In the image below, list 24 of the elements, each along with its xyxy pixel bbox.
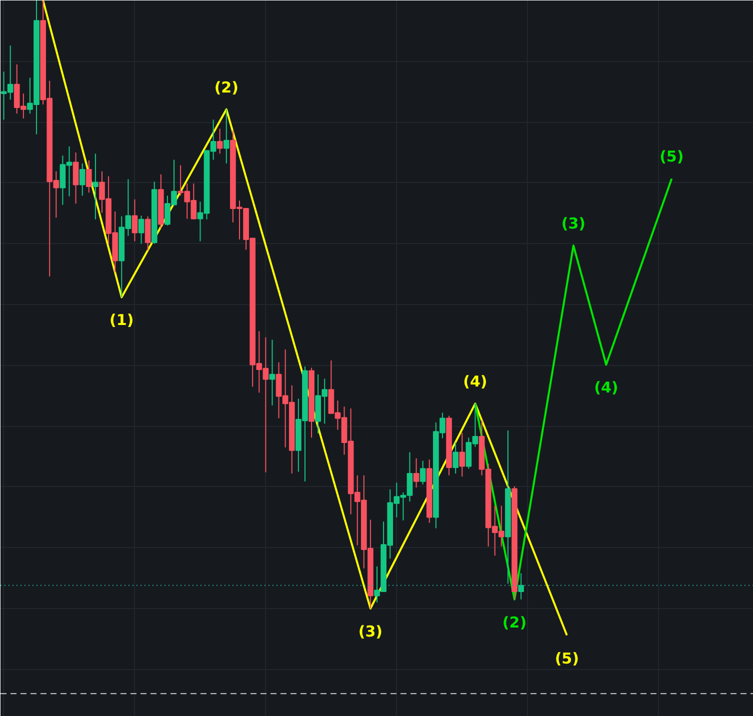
annotation: (3) xyxy=(561,214,586,233)
annotation: (2) xyxy=(502,613,527,632)
annotation: (2) xyxy=(214,78,238,96)
annotation: (3) xyxy=(358,622,383,641)
annotation: (1) xyxy=(110,311,134,330)
candlestick xyxy=(144,216,151,251)
annotation: (5) xyxy=(554,649,579,668)
candlestick xyxy=(518,572,524,600)
candlestick xyxy=(420,460,426,485)
annotation: (4) xyxy=(463,372,488,391)
candlestick xyxy=(138,215,144,244)
candlestick xyxy=(223,108,230,164)
candlestick xyxy=(86,160,92,194)
candlestick xyxy=(92,153,98,220)
candlestick xyxy=(269,339,276,406)
annotation: (5) xyxy=(660,148,684,166)
candlestick xyxy=(132,198,138,242)
annotation: (4) xyxy=(594,378,618,397)
candlestick xyxy=(79,162,86,196)
candlestick xyxy=(216,128,223,154)
candlestick xyxy=(72,152,79,204)
candlestick xyxy=(413,458,420,488)
candlestick xyxy=(459,432,466,478)
candlestick xyxy=(452,442,458,474)
